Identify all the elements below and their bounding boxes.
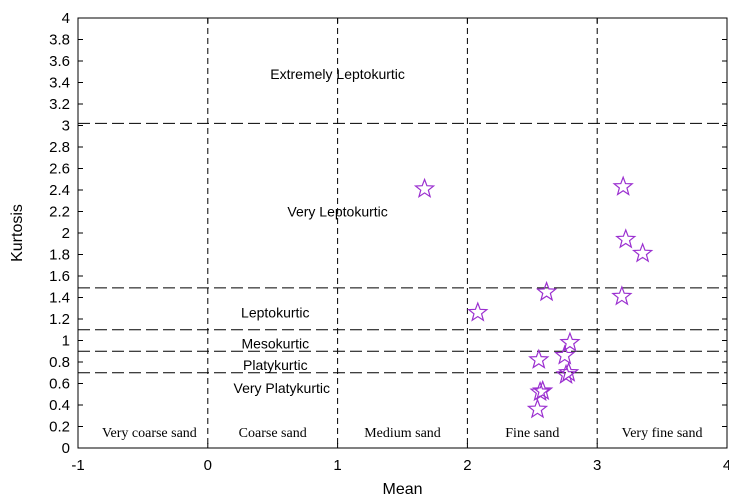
sand-class-label: Fine sand <box>505 426 559 441</box>
y-tick-label: 0.4 <box>49 397 70 414</box>
data-point-star <box>557 361 580 382</box>
kurtosis-class-label: Platykurtic <box>243 357 308 373</box>
data-point-star <box>529 380 551 402</box>
y-tick-label: 2.8 <box>49 139 70 156</box>
kurtosis-class-label: Extremely Leptokurtic <box>270 66 405 82</box>
y-axis-title: Kurtosis <box>9 204 26 262</box>
y-tick-label: 0.8 <box>49 354 70 371</box>
data-point-star <box>532 379 554 401</box>
sand-class-label: Very fine sand <box>622 426 703 441</box>
region-labels: Very coarse sand Coarse sand Medium sand Fi… <box>102 66 703 441</box>
kurtosis-class-label: Very Platykurtic <box>234 380 330 396</box>
data-point-star <box>611 285 633 306</box>
data-point-star <box>467 301 489 322</box>
y-tick-label: 2.6 <box>49 161 70 178</box>
data-point-star <box>555 363 577 384</box>
x-tick-label: -1 <box>71 457 84 474</box>
kurtosis-class-label: Very Leptokurtic <box>287 204 387 220</box>
data-point-star <box>413 177 436 198</box>
divider-lines <box>78 18 727 448</box>
kurtosis-class-label: Mesokurtic <box>241 336 309 352</box>
x-tick-label: 1 <box>333 457 341 474</box>
data-point-star <box>554 344 576 365</box>
y-tick-label: 1.2 <box>49 311 70 328</box>
data-point-star <box>535 280 558 302</box>
data-point-star <box>526 398 549 419</box>
kurtosis-class-label: Leptokurtic <box>241 305 309 321</box>
y-tick-label: 3.2 <box>49 96 70 113</box>
y-tick-label: 1.4 <box>49 290 70 307</box>
y-tick-label: 0.6 <box>49 376 70 393</box>
sand-class-label: Very coarse sand <box>102 426 197 441</box>
sand-class-label: Coarse sand <box>239 426 307 441</box>
x-tick-label: 4 <box>723 457 729 474</box>
y-tick-label: 1.6 <box>49 268 70 285</box>
y-tick-label: 3.6 <box>49 53 70 70</box>
sand-class-label: Medium sand <box>364 426 441 441</box>
y-tick-label: 0 <box>62 440 70 457</box>
data-point-star <box>612 175 634 196</box>
y-tick-label: 3.4 <box>49 75 70 92</box>
y-tick-label: 1 <box>62 333 70 350</box>
plot-frame <box>77 17 728 449</box>
y-tick-label: 2.2 <box>49 204 70 221</box>
data-points <box>413 175 654 419</box>
x-axis-title: Mean <box>382 481 422 497</box>
y-tick-label: 2.4 <box>49 182 70 199</box>
data-point-star <box>559 331 581 352</box>
x-tick-label: 3 <box>593 457 601 474</box>
y-tick-label: 1.8 <box>49 247 70 264</box>
axis-ticks: -1 0 1 2 3 400.20.40.60.811.21.41.61.822.22.4… <box>49 10 729 474</box>
y-tick-label: 3 <box>62 118 70 135</box>
y-tick-label: 0.2 <box>49 419 70 436</box>
x-tick-label: 2 <box>463 457 471 474</box>
y-tick-label: 4 <box>62 10 70 27</box>
y-tick-label: 3.8 <box>49 32 70 49</box>
x-tick-label: 0 <box>204 457 212 474</box>
data-point-star <box>528 348 550 369</box>
data-point-star <box>615 228 637 249</box>
data-point-star <box>631 242 654 263</box>
y-tick-label: 2 <box>62 225 70 242</box>
